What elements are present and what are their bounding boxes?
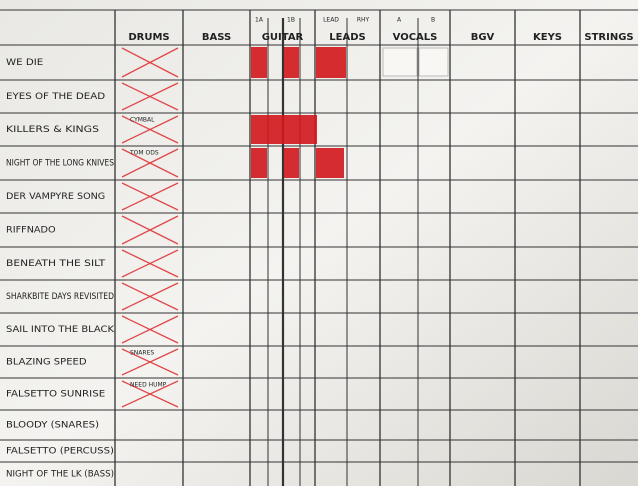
song-name: DER VAMPYRE SONG: [6, 192, 105, 202]
status-fill: [251, 47, 267, 78]
sub-header: LEAD: [323, 17, 339, 24]
status-fill: [284, 47, 299, 78]
column-header: GUITAR: [262, 32, 304, 43]
drum-x: [121, 315, 179, 344]
drum-note: SNARES: [130, 350, 154, 357]
drum-x: [121, 182, 179, 211]
song-name: WE DIE: [6, 58, 44, 68]
song-name: SHARKBITE DAYS REVISITED: [6, 292, 114, 302]
status-fill: [316, 148, 344, 178]
vocal-box: [382, 47, 418, 77]
drum-x: [121, 380, 179, 408]
column-header: KEYS: [533, 32, 562, 43]
status-fill: [251, 148, 267, 178]
sub-header: 1B: [287, 17, 295, 24]
drum-x: [121, 282, 179, 311]
drum-x: [121, 249, 179, 278]
column-header: BASS: [202, 32, 231, 43]
column-header: VOCALS: [393, 32, 438, 43]
sub-header: RHY: [357, 17, 370, 24]
sub-header: 1A: [255, 17, 264, 24]
song-name: FALSETTO SUNRISE: [6, 390, 106, 400]
drum-x: [121, 82, 179, 111]
drum-note: NEED HUMP: [130, 382, 167, 389]
sub-header: B: [431, 17, 435, 24]
grid: [0, 9, 638, 486]
song-name: KILLERS & KINGS: [6, 125, 99, 135]
drum-x: [121, 348, 179, 376]
drum-note: CYMBAL: [130, 117, 155, 124]
song-name: FALSETTO (PERCUSS): [6, 447, 114, 457]
song-name: BLOODY (SNARES): [6, 421, 99, 431]
song-name: BLAZING SPEED: [6, 358, 87, 368]
song-name: SAIL INTO THE BLACK: [6, 325, 115, 335]
status-fill: [251, 115, 317, 144]
drum-x: [121, 47, 179, 78]
labels: DRUMS BASS GUITAR LEADS VOCALS BGV KEYS STRINGS…: [6, 17, 634, 480]
song-name: NIGHT OF THE LK (BASS): [6, 470, 114, 480]
drum-note: TOM ODS: [129, 150, 159, 157]
song-name: BENEATH THE SILT: [6, 259, 106, 269]
drum-x: [121, 215, 179, 245]
column-header: LEADS: [329, 32, 365, 43]
status-fill: [284, 148, 299, 178]
song-name: NIGHT OF THE LONG KNIVES: [6, 159, 114, 169]
sub-header: A: [397, 17, 402, 24]
status-fills: [121, 47, 449, 408]
song-name: RIFFNADO: [6, 226, 56, 236]
drum-x: [121, 115, 179, 144]
drum-x: [121, 148, 179, 178]
vocal-box: [418, 47, 449, 77]
song-name: EYES OF THE DEAD: [6, 92, 105, 102]
column-header: STRINGS: [584, 32, 633, 43]
column-header: BGV: [471, 32, 495, 43]
column-header: DRUMS: [128, 32, 169, 43]
status-fill: [316, 47, 346, 78]
